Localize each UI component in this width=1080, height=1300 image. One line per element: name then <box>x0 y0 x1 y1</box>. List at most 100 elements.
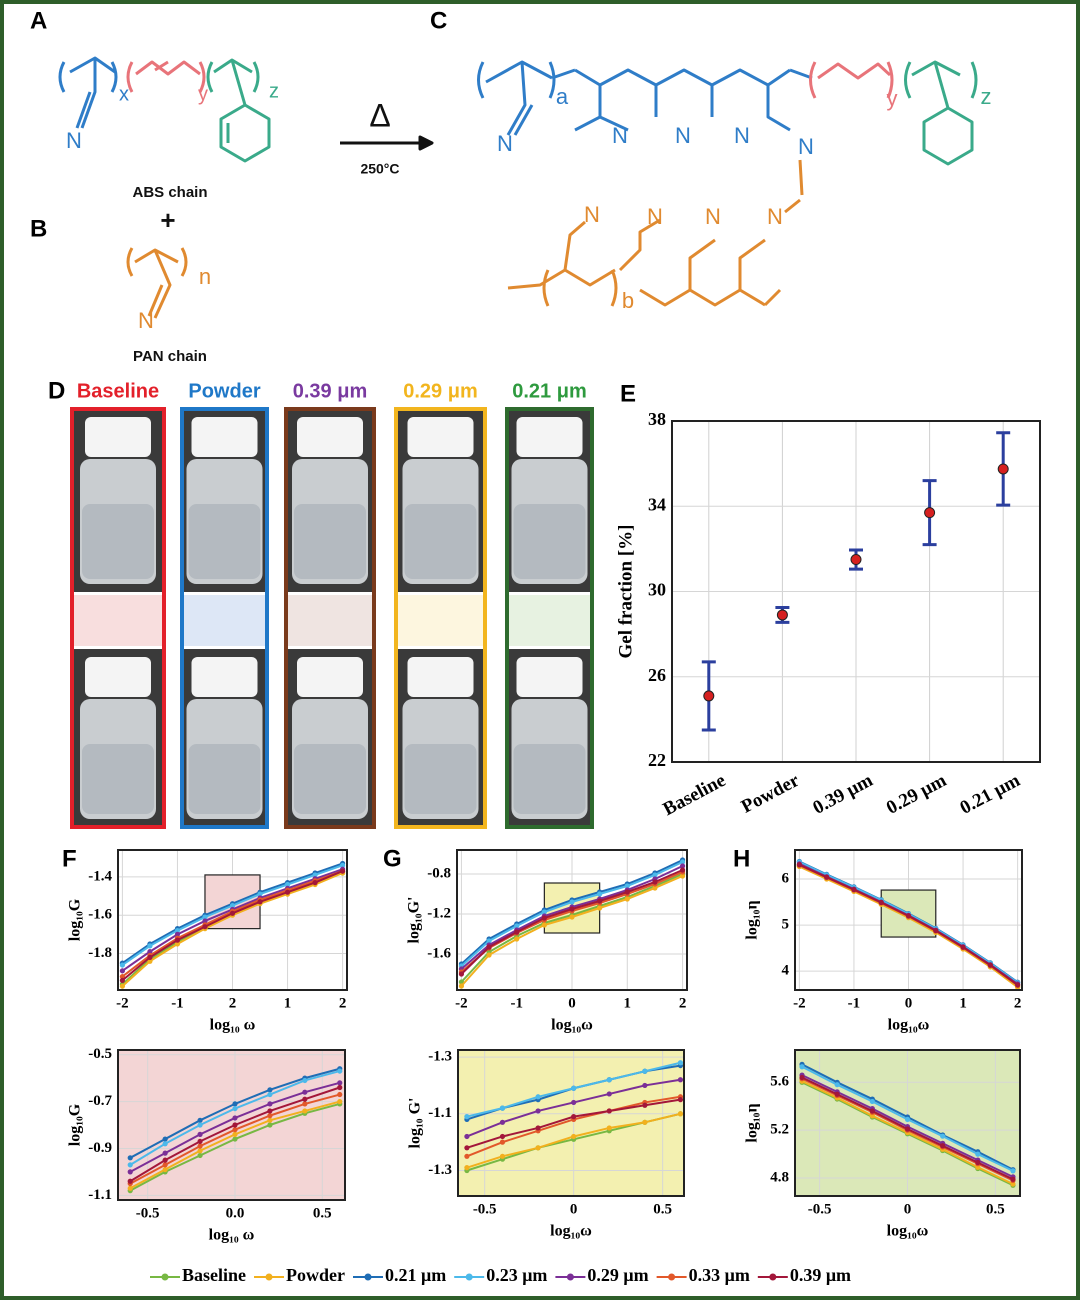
series-marker <box>905 913 912 919</box>
series-marker <box>987 962 993 968</box>
series-marker <box>197 1152 203 1159</box>
vial-border <box>180 407 269 829</box>
x-tick-label: 0 <box>568 995 576 1011</box>
vial-liquid <box>404 744 477 814</box>
tint <box>396 595 485 646</box>
series-marker <box>486 938 492 944</box>
series-marker <box>267 1113 273 1119</box>
vial-border <box>505 407 594 829</box>
y-tick-label: -0.5 <box>88 1046 112 1062</box>
series-marker <box>312 880 318 886</box>
series-marker <box>975 1151 981 1157</box>
panel-label: D <box>48 377 65 404</box>
series-marker <box>499 1153 506 1159</box>
vial-cap <box>85 417 151 457</box>
vial-liquid <box>404 504 477 579</box>
series-marker <box>975 1159 981 1166</box>
series-marker <box>486 952 492 958</box>
vial-liquid <box>294 504 366 579</box>
chem-text: z <box>981 84 992 109</box>
series-marker <box>851 887 857 893</box>
y-axis-label: log₁₀G <box>67 1103 84 1146</box>
chem-text: N <box>734 123 750 148</box>
series-marker <box>162 1157 168 1163</box>
y-tick-label: -1.3 <box>428 1162 452 1178</box>
series-marker <box>933 927 939 934</box>
series-marker <box>267 1101 273 1107</box>
chem-text: N <box>497 131 513 156</box>
series-marker <box>940 1133 946 1139</box>
plot-frame <box>117 849 348 991</box>
series-marker <box>606 1108 612 1114</box>
chem-text: ABS chain <box>132 184 207 201</box>
series-marker <box>267 1122 273 1128</box>
vial-liquid <box>188 504 261 579</box>
x-tick-label: -0.5 <box>808 1201 832 1217</box>
series-marker <box>232 1131 238 1137</box>
series-marker <box>642 1119 648 1125</box>
legend-marker <box>566 1273 574 1281</box>
series-marker <box>119 968 126 974</box>
vial-label: 0.29 μm <box>403 380 478 402</box>
vial-label: 0.21 μm <box>512 380 587 402</box>
series-marker <box>162 1162 168 1168</box>
series-marker <box>571 1099 577 1106</box>
series-marker <box>535 1125 541 1131</box>
series-marker <box>1010 1168 1016 1174</box>
plot-area <box>458 1050 684 1196</box>
series-marker <box>642 1102 648 1108</box>
series-marker <box>232 1127 238 1133</box>
vial-cap <box>297 417 363 457</box>
chem-text: y <box>198 83 208 105</box>
data-point <box>924 507 936 519</box>
y-tick-label: 34 <box>648 494 666 514</box>
series-marker <box>147 958 153 964</box>
series-marker <box>541 915 547 921</box>
chemistry-drawing <box>58 56 978 319</box>
series-marker <box>147 949 153 955</box>
panel-label: B <box>30 215 47 242</box>
chem-text: PAN chain <box>133 348 207 365</box>
vial-border <box>284 407 376 829</box>
series-marker <box>127 1169 133 1175</box>
series-marker <box>571 1133 577 1140</box>
tint <box>286 595 374 646</box>
series-marker <box>267 1087 273 1093</box>
vial-cap <box>191 417 258 457</box>
series-marker <box>267 1091 273 1098</box>
series-marker <box>541 922 547 928</box>
y-tick-label: -1.6 <box>427 945 451 961</box>
y-tick-label: 38 <box>648 409 666 429</box>
vial-label: 0.39 μm <box>293 380 368 402</box>
y-axis-label: log₁₀η <box>744 900 761 939</box>
series-marker <box>535 1108 541 1114</box>
series-marker <box>677 1060 684 1066</box>
series-marker <box>679 867 686 873</box>
chem-text: N <box>66 128 82 153</box>
legend-label: 0.29 μm <box>587 1265 648 1285</box>
chem-text: N <box>705 204 721 229</box>
series-marker <box>312 872 318 878</box>
series-marker <box>302 1089 308 1095</box>
data-point <box>703 690 715 702</box>
series-marker <box>535 1094 541 1100</box>
chem-text: 250°C <box>360 161 399 177</box>
y-tick-label: 5.2 <box>770 1122 789 1138</box>
series-marker <box>677 1097 684 1103</box>
panel-label: C <box>430 7 447 34</box>
panel-label: F <box>62 845 77 872</box>
y-axis-label: log₁₀G' <box>406 897 423 944</box>
series-marker <box>339 868 346 874</box>
series-marker <box>162 1136 168 1142</box>
chem-text: n <box>199 264 211 289</box>
series-marker <box>679 863 686 869</box>
series-marker <box>458 983 465 989</box>
vial-label: Powder <box>188 380 260 402</box>
series-marker <box>162 1141 168 1147</box>
series-marker <box>606 1125 612 1131</box>
y-tick-label: 6 <box>782 870 790 886</box>
vial-cap <box>407 657 474 697</box>
vial-cap <box>85 657 151 697</box>
tint <box>72 595 164 646</box>
series-marker <box>127 1162 133 1168</box>
